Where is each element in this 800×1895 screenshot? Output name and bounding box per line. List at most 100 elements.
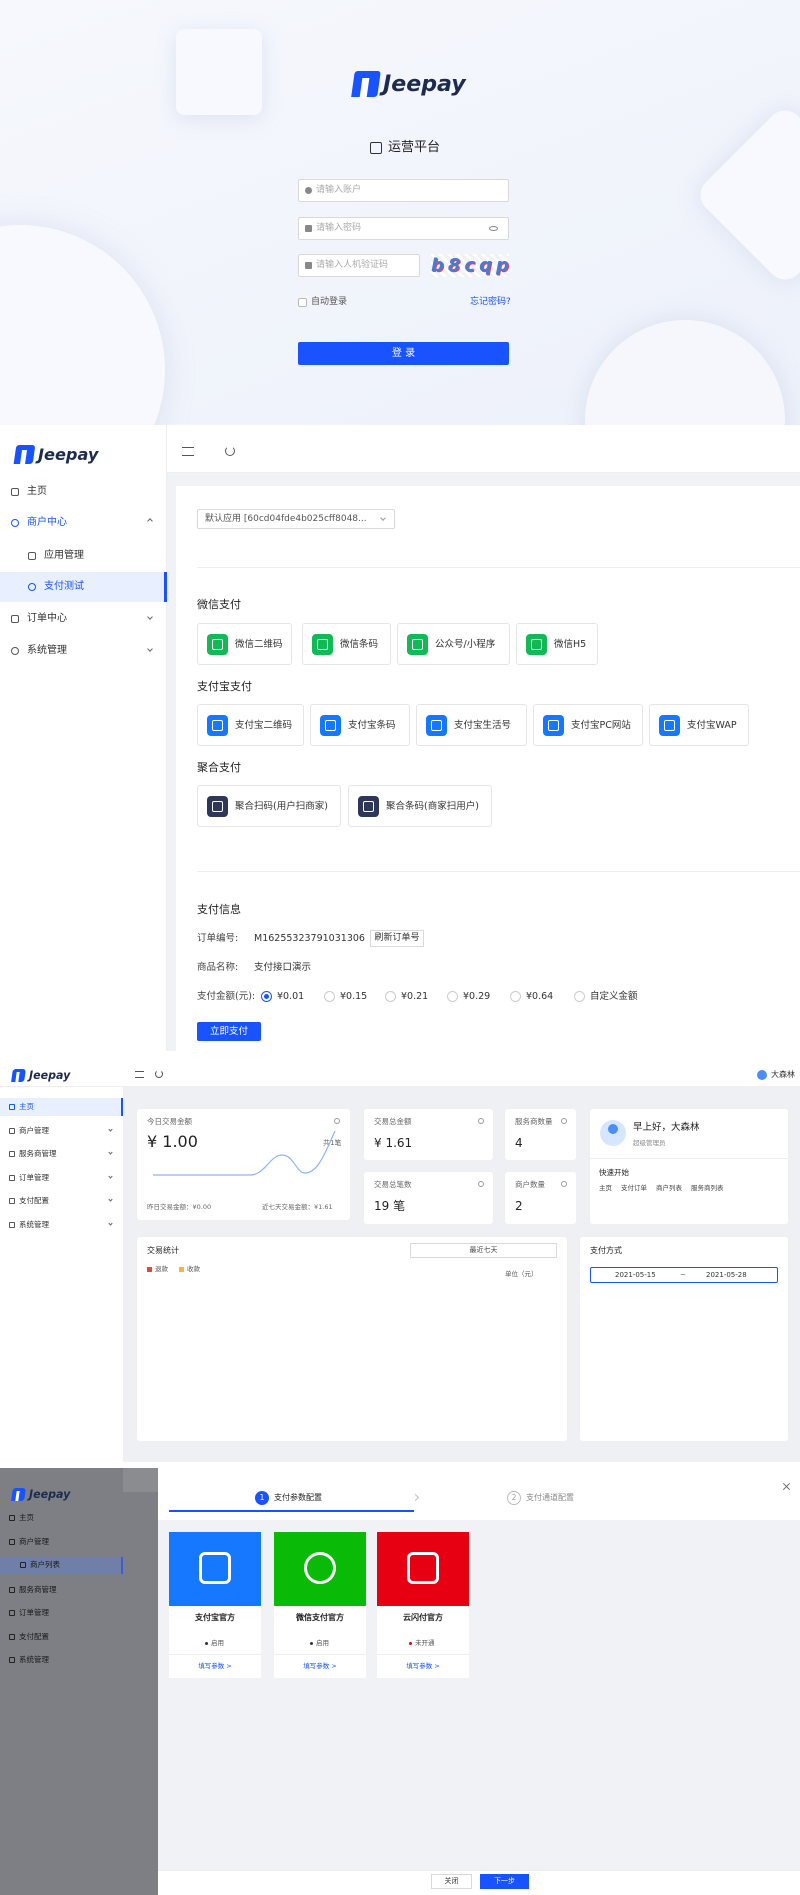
- refresh[interactable]: [225, 446, 235, 456]
- quick-link[interactable]: 服务商列表: [691, 1184, 724, 1192]
- status-dot: [310, 1642, 313, 1645]
- step-number: 1: [255, 1491, 269, 1505]
- input[interactable]: 请输入密码: [298, 217, 509, 240]
- pay-option[interactable]: 公众号/小程序: [397, 623, 510, 665]
- app-select[interactable]: 默认应用 [60cd04fde4b025cff8048...: [197, 509, 395, 529]
- next-button[interactable]: 下一步: [480, 1874, 529, 1889]
- pay-option[interactable]: 支付宝二维码: [197, 704, 304, 746]
- step-underline: [169, 1510, 414, 1512]
- welcome-avatar-head: [608, 1124, 618, 1134]
- menu-item[interactable]: 商户中心: [27, 517, 67, 528]
- pay-option[interactable]: 聚合条码(商家扫用户): [348, 785, 492, 827]
- menu-item[interactable]: 商户管理: [19, 1126, 49, 1135]
- radio[interactable]: [447, 991, 458, 1002]
- decor-circle: [0, 225, 165, 425]
- pay-option[interactable]: 支付宝PC网站: [533, 704, 643, 746]
- menu-toggle[interactable]: [182, 447, 194, 456]
- pay-glyph: [212, 720, 223, 731]
- divider: [197, 871, 800, 872]
- menu-item[interactable]: 商户列表: [30, 1560, 60, 1569]
- radio-label: ¥0.29: [463, 991, 491, 1002]
- pay-glyph: [212, 801, 223, 812]
- pay-option[interactable]: 支付宝WAP: [649, 704, 749, 746]
- captcha[interactable]: b8cqp: [431, 254, 513, 277]
- status-dot: [205, 1642, 208, 1645]
- menu-icon: [11, 519, 19, 527]
- menu-toggle[interactable]: [135, 1071, 144, 1078]
- menu-item[interactable]: 支付配置: [19, 1196, 49, 1205]
- checkbox[interactable]: [298, 298, 307, 307]
- legend-swatch: [179, 1267, 184, 1272]
- pay-button[interactable]: 立即支付: [197, 1022, 261, 1041]
- menu-item[interactable]: 支付测试: [44, 581, 84, 592]
- field-label: 支付金额(元):: [197, 991, 256, 1002]
- login-button[interactable]: 登 录: [298, 342, 509, 365]
- refresh-button[interactable]: 刷新订单号: [370, 930, 424, 947]
- radio[interactable]: [385, 991, 396, 1002]
- header: [167, 425, 800, 473]
- menu-item[interactable]: 商户管理: [19, 1537, 49, 1546]
- remember-label: 自动登录: [311, 297, 348, 307]
- menu-item[interactable]: 订单中心: [27, 613, 67, 624]
- menu-icon: [9, 1657, 15, 1663]
- order-number: M16255323791031306: [254, 933, 365, 944]
- decor-circle: [585, 320, 785, 425]
- menu-item[interactable]: 系统管理: [19, 1220, 49, 1229]
- menu-item[interactable]: 系统管理: [27, 645, 67, 656]
- menu-item[interactable]: 系统管理: [19, 1655, 49, 1664]
- product-name: 支付接口演示: [254, 962, 312, 973]
- pay-glyph: [431, 720, 442, 731]
- close-button[interactable]: 关闭: [431, 1874, 472, 1889]
- menu-item[interactable]: 订单管理: [19, 1608, 49, 1617]
- input[interactable]: 请输入人机验证码: [298, 254, 420, 277]
- refresh[interactable]: [155, 1070, 163, 1078]
- menu-icon: [11, 488, 19, 496]
- today-count: 共1笔: [323, 1139, 342, 1147]
- pay-option[interactable]: 微信二维码: [197, 623, 292, 665]
- stat-value: 4: [515, 1136, 523, 1150]
- quick-link[interactable]: 支付订单: [621, 1184, 647, 1192]
- range-select[interactable]: 最近七天: [410, 1243, 557, 1258]
- field-label: 订单编号:: [197, 933, 239, 944]
- config-link[interactable]: 填写参数 >: [303, 1662, 337, 1670]
- menu-item[interactable]: 订单管理: [19, 1173, 49, 1182]
- radio[interactable]: [324, 991, 335, 1002]
- menu-icon: [9, 1539, 15, 1545]
- quick-link[interactable]: 商户列表: [656, 1184, 682, 1192]
- date-range[interactable]: 2021-05-15 ~2021-05-28: [590, 1267, 778, 1283]
- forgot-link[interactable]: 忘记密码?: [470, 297, 511, 307]
- divider: [377, 1654, 469, 1655]
- input[interactable]: 请输入账户: [298, 179, 509, 202]
- pay-option[interactable]: 微信H5: [516, 623, 598, 665]
- radio[interactable]: [574, 991, 585, 1002]
- menu-icon: [9, 1151, 15, 1157]
- quick-link[interactable]: 主页: [599, 1184, 612, 1192]
- config-link[interactable]: 填写参数 >: [406, 1662, 440, 1670]
- pay-glyph: [325, 720, 336, 731]
- menu-item[interactable]: 主页: [19, 1102, 34, 1111]
- channel-status: 启用: [316, 1639, 329, 1647]
- header: [0, 1063, 800, 1087]
- logo-text: Jeepay: [383, 71, 466, 97]
- menu-item[interactable]: 支付配置: [19, 1632, 49, 1641]
- pay-label: 支付宝二维码: [235, 720, 293, 731]
- radio[interactable]: [510, 991, 521, 1002]
- menu-item[interactable]: 服务商管理: [19, 1149, 57, 1158]
- radio-label: ¥0.15: [340, 991, 368, 1002]
- menu-item[interactable]: 主页: [19, 1513, 34, 1522]
- pay-option[interactable]: 聚合扫码(用户扫商家): [197, 785, 341, 827]
- menu-item[interactable]: 应用管理: [44, 550, 84, 561]
- menu-icon: [9, 1198, 15, 1204]
- pay-option[interactable]: 支付宝条码: [310, 704, 410, 746]
- menu-item[interactable]: 服务商管理: [19, 1585, 57, 1594]
- menu-icon: [9, 1175, 15, 1181]
- sidebar-dim: [0, 1468, 158, 1895]
- input-icon: [305, 225, 312, 232]
- radio-label: ¥0.21: [401, 991, 429, 1002]
- config-link[interactable]: 填写参数 >: [198, 1662, 232, 1670]
- menu-item[interactable]: 主页: [27, 486, 47, 497]
- pay-option[interactable]: 微信条码: [302, 623, 391, 665]
- pay-option[interactable]: 支付宝生活号: [416, 704, 527, 746]
- dashboard-screen: Jeepay 大森林 主页 商户管理 服务商管理 订单管理 支付配置 系统管理 今日交易金额 ¥ …: [0, 1063, 800, 1462]
- stat-label: 交易总金额: [374, 1117, 412, 1126]
